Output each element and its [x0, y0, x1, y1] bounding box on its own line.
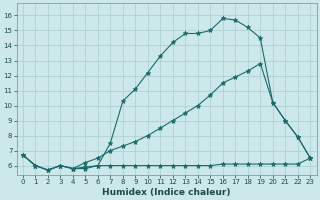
X-axis label: Humidex (Indice chaleur): Humidex (Indice chaleur) — [102, 188, 231, 197]
